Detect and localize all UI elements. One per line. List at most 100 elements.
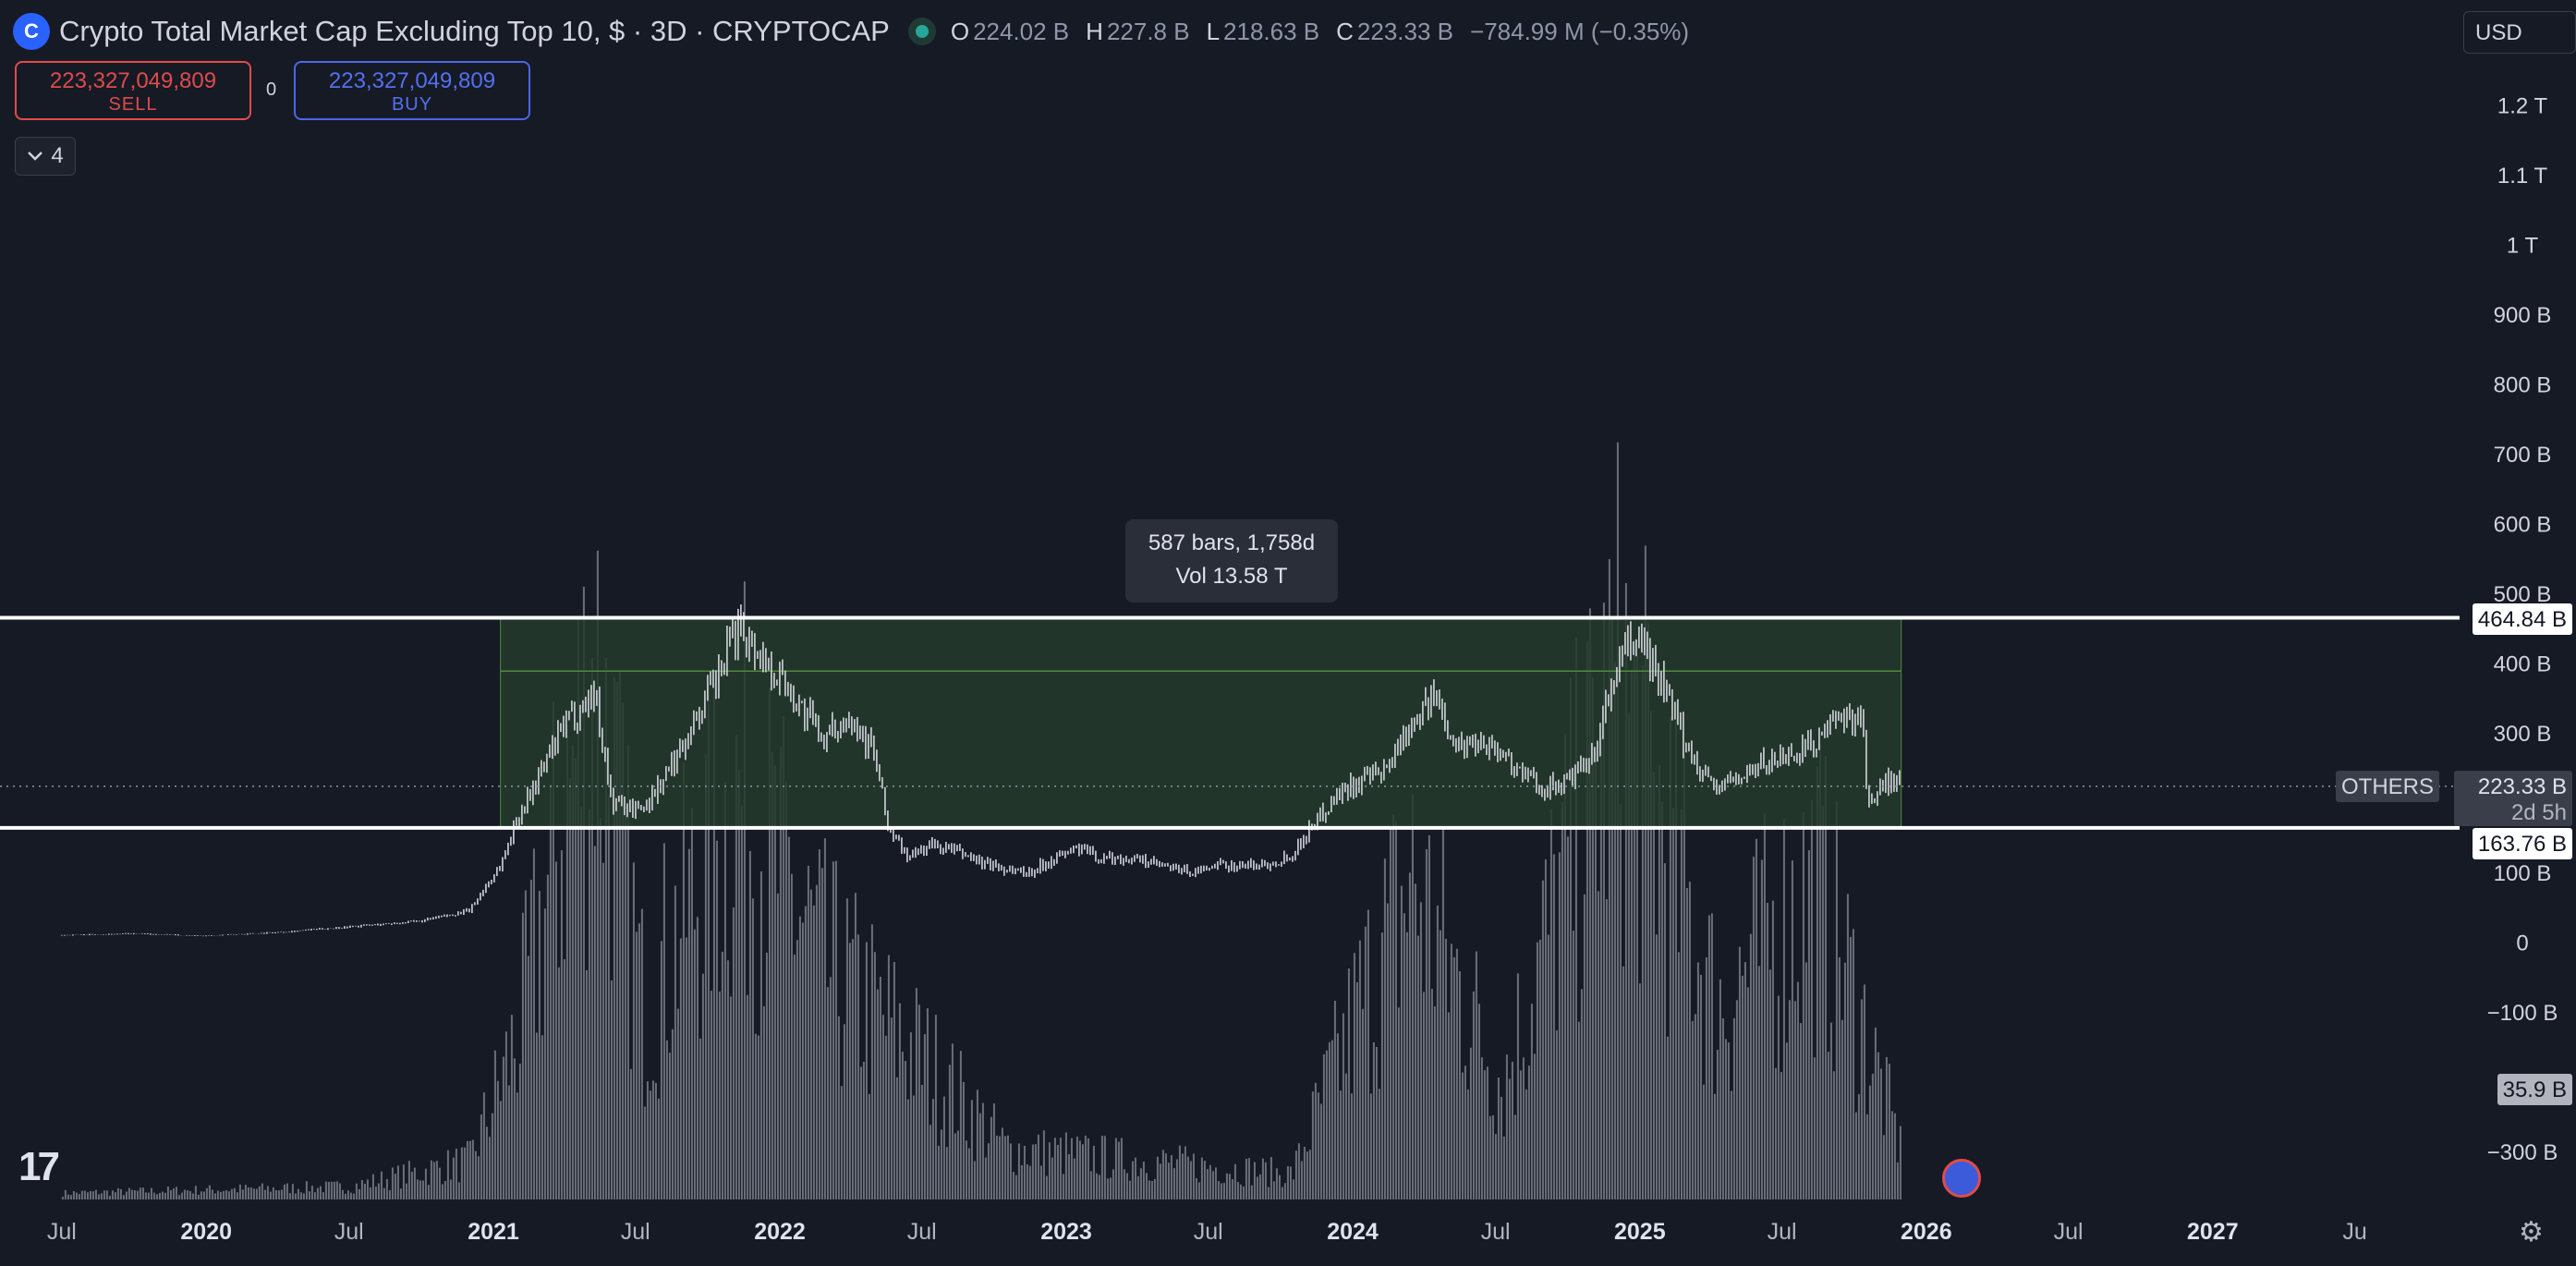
volume-bar: [832, 861, 834, 1199]
volume-bar: [308, 1191, 310, 1199]
volume-bar: [643, 1106, 646, 1199]
x-tick-label: Jul: [1481, 1219, 1511, 1245]
volume-bar: [446, 1150, 449, 1199]
volume-bar: [893, 962, 895, 1199]
volume-bar: [812, 905, 815, 1199]
volume-bar: [128, 1187, 130, 1199]
volume-bar: [468, 1140, 471, 1199]
volume-bar: [1727, 1042, 1730, 1199]
buy-price: 223,327,049,809: [328, 68, 496, 93]
volume-bar: [1483, 1070, 1486, 1199]
volume-bar: [676, 1008, 679, 1199]
volume-bar: [1173, 1168, 1175, 1199]
volume-bar: [482, 1092, 485, 1199]
volume-bar: [987, 1143, 990, 1199]
volume-bar: [1638, 983, 1641, 1199]
volume-bar: [1245, 1159, 1247, 1199]
volume-bar: [219, 1191, 222, 1199]
volume-bar: [948, 1065, 951, 1199]
volume-bar: [857, 934, 859, 1199]
tradingview-logo-icon[interactable]: 17: [18, 1144, 60, 1189]
volume-bar: [790, 873, 793, 1199]
volume-bar: [1477, 1004, 1480, 1199]
market-status-icon[interactable]: [907, 18, 936, 45]
volume-bar: [1588, 608, 1591, 1199]
volume-bar: [1644, 545, 1646, 1199]
volume-bar: [723, 782, 726, 1199]
volume-bar: [1297, 1143, 1300, 1199]
volume-bar: [873, 952, 876, 1199]
volume-bar: [1793, 1001, 1796, 1199]
volume-bar: [1746, 987, 1749, 1199]
volume-bar: [1566, 836, 1569, 1199]
volume-bar: [1347, 968, 1350, 1199]
volume-bar: [1416, 935, 1419, 1199]
volume-bar: [1211, 1171, 1214, 1199]
volume-bar: [538, 891, 541, 1199]
x-tick-label: Jul: [1194, 1219, 1223, 1245]
volume-bar: [804, 906, 807, 1199]
volume-bar: [815, 884, 818, 1199]
sell-price: 223,327,049,809: [49, 68, 217, 93]
volume-bar: [385, 1179, 388, 1199]
volume-bar: [699, 1038, 701, 1199]
symbol-label: OTHERS: [2335, 771, 2439, 802]
settings-gear-icon[interactable]: ⚙: [2519, 1217, 2544, 1248]
volume-bar: [335, 1181, 338, 1199]
volume-bar: [1228, 1174, 1231, 1199]
volume-bar: [915, 988, 917, 1199]
sell-button[interactable]: 223,327,049,809 SELL: [15, 61, 251, 120]
volume-bar: [78, 1194, 80, 1199]
volume-bar: [1658, 764, 1660, 1199]
indicators-toggle-button[interactable]: 4: [15, 137, 76, 176]
volume-bar: [1170, 1155, 1173, 1199]
volume-bar: [1480, 1057, 1483, 1199]
volume-bar: [1863, 984, 1865, 1199]
volume-bar: [1012, 1172, 1015, 1199]
volume-bar: [280, 1189, 283, 1199]
volume-bar: [200, 1191, 202, 1199]
volume-bar: [263, 1189, 266, 1199]
volume-bar: [859, 1066, 862, 1199]
volume-bar: [1361, 1008, 1364, 1199]
volume-bar: [1311, 1091, 1314, 1199]
volume-bar: [1613, 661, 1616, 1199]
volume-bar: [1835, 801, 1838, 1199]
upper-line-label[interactable]: 464.84 B: [2472, 603, 2572, 635]
volume-bar: [879, 977, 881, 1199]
currency-select[interactable]: USD: [2463, 11, 2576, 54]
symbol-title[interactable]: Crypto Total Market Cap Excluding Top 10…: [59, 15, 890, 47]
buy-button[interactable]: 223,327,049,809 BUY: [294, 61, 530, 120]
volume-bar: [1225, 1173, 1228, 1199]
volume-bar: [1580, 989, 1583, 1199]
volume-bar: [1006, 1135, 1009, 1199]
volume-bar: [1134, 1157, 1136, 1199]
volume-bar: [1136, 1175, 1139, 1199]
volume-bar: [360, 1180, 363, 1199]
volume-bar: [1070, 1138, 1073, 1199]
price-candles: [61, 604, 1901, 937]
volume-bar: [1380, 932, 1383, 1199]
volume-bar: [1209, 1164, 1211, 1199]
us-flag-icon[interactable]: [1942, 1159, 1981, 1198]
lower-line-label[interactable]: 163.76 B: [2472, 828, 2572, 859]
volume-bar: [970, 1100, 973, 1199]
volume-bar: [1092, 1145, 1095, 1199]
volume-bar: [413, 1167, 416, 1199]
volume-bar: [546, 874, 549, 1199]
volume-bar: [233, 1187, 236, 1199]
volume-bar: [887, 955, 890, 1199]
volume-bar: [748, 850, 751, 1199]
volume-bar: [1469, 1047, 1472, 1199]
volume-bar: [1525, 1089, 1527, 1199]
volume-bar: [596, 550, 599, 1199]
volume-bar: [1017, 1143, 1020, 1199]
volume-bar: [435, 1161, 438, 1199]
y-tick-label: 0: [2516, 931, 2528, 956]
horizontal-lines[interactable]: [0, 615, 2460, 830]
volume-bar: [1015, 1175, 1017, 1199]
volume-bar: [1816, 766, 1818, 1199]
volume-bar: [1159, 1163, 1161, 1199]
y-tick-label: 700 B: [2494, 443, 2552, 468]
